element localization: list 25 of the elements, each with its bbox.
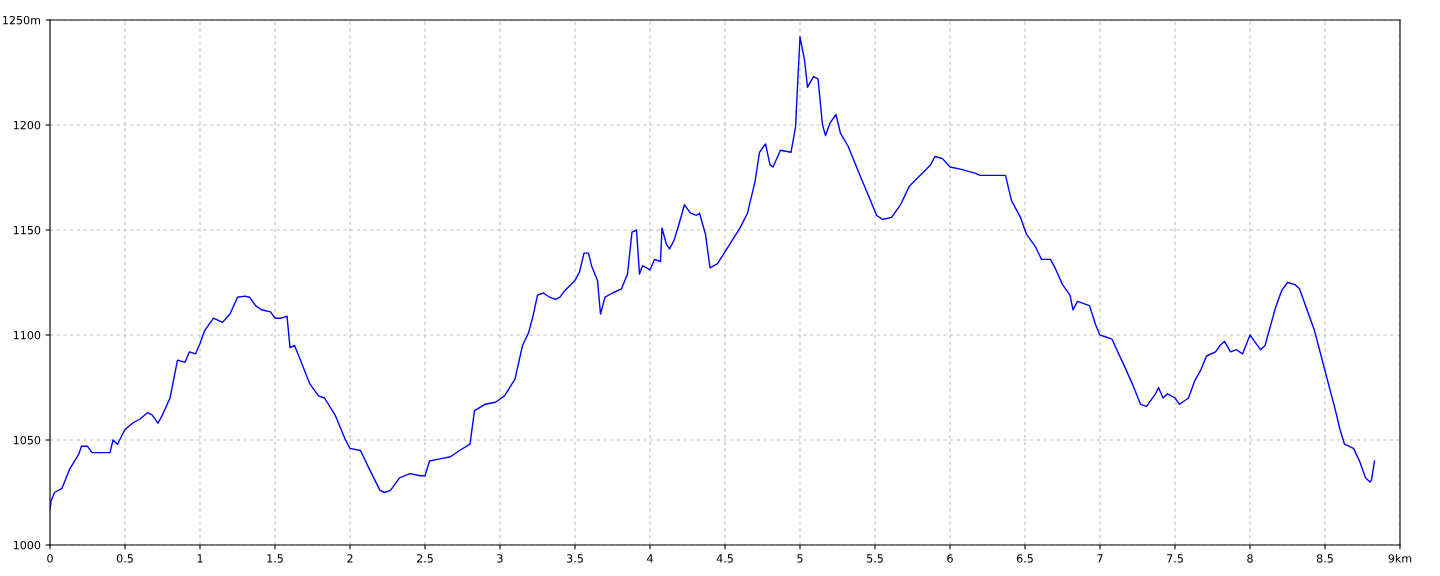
x-tick-label: 8.5: [1316, 554, 1333, 563]
y-tick-label: 1200: [13, 120, 41, 130]
y-tick-label: 1100: [13, 330, 41, 340]
x-tick-label: 1.5: [267, 554, 283, 563]
x-tick-label: 6.5: [1016, 554, 1033, 563]
x-tick-label: 4: [647, 554, 653, 563]
x-tick-label: 2.5: [416, 554, 433, 563]
y-tick-label: 1150: [13, 225, 41, 235]
x-tick-label: 0: [47, 554, 53, 563]
x-tick-label: 5: [797, 554, 803, 563]
x-tick-label: 5.5: [867, 554, 883, 563]
y-tick-label: 1250m: [3, 15, 41, 25]
x-tick-label: 7: [1097, 554, 1103, 563]
x-tick-label: 6: [947, 554, 953, 563]
x-tick-label: 9km: [1388, 554, 1412, 563]
x-tick-label: 7.5: [1167, 554, 1183, 563]
x-tick-label: 1: [197, 554, 203, 563]
x-tick-label: 3: [497, 554, 503, 563]
x-tick-label: 0.5: [116, 554, 133, 563]
x-tick-label: 2: [347, 554, 353, 563]
x-tick-label: 8: [1247, 554, 1253, 563]
x-tick-label: 4.5: [716, 554, 733, 563]
y-tick-label: 1000: [13, 540, 41, 550]
y-tick-label: 1050: [13, 435, 41, 445]
x-tick-label: 3.5: [567, 554, 583, 563]
